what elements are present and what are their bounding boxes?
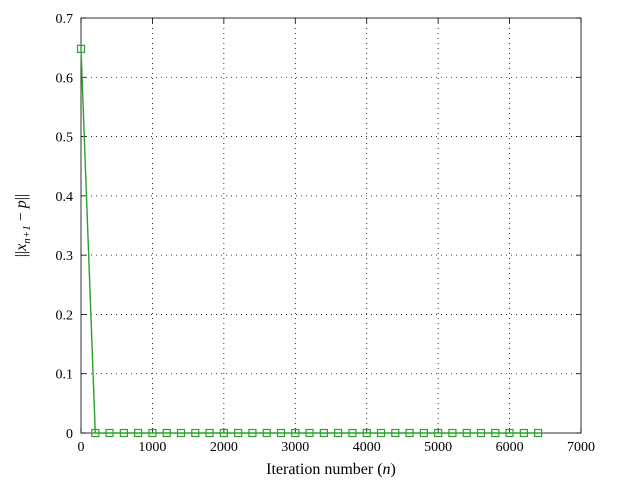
y-tick-label: 0.5 xyxy=(56,131,74,146)
data-point xyxy=(76,44,86,53)
data-point xyxy=(491,428,500,438)
y-axis-label-minus: − xyxy=(13,208,30,225)
y-tick-label: 0.7 xyxy=(56,12,74,27)
x-tick-label: 7000 xyxy=(567,440,595,455)
data-point xyxy=(391,428,400,438)
data-point xyxy=(519,428,528,438)
x-axis-label: Iteration number (n) xyxy=(266,461,396,478)
y-tick-label: 0 xyxy=(66,427,73,442)
x-tick-label: 1000 xyxy=(138,440,166,455)
data-point xyxy=(348,428,357,438)
y-tick-label: 0.1 xyxy=(56,368,74,383)
data-point xyxy=(205,428,214,438)
data-point xyxy=(191,428,200,438)
data-point xyxy=(91,428,100,438)
data-point xyxy=(462,428,471,438)
y-tick-label: 0.2 xyxy=(56,308,74,323)
data-point xyxy=(419,428,428,438)
y-axis-label-x: x xyxy=(13,244,30,252)
data-point xyxy=(162,428,171,438)
x-axis-label-close: ) xyxy=(391,461,396,478)
series-group xyxy=(76,44,543,438)
data-point xyxy=(219,428,228,438)
data-point xyxy=(334,428,343,438)
data-point xyxy=(176,428,186,438)
data-point xyxy=(119,428,128,438)
plot-frame xyxy=(80,17,582,434)
series-line xyxy=(80,48,539,434)
y-axis-label-subscript: n+1 xyxy=(21,225,33,243)
data-point xyxy=(476,428,486,438)
data-point xyxy=(434,428,443,438)
data-point xyxy=(276,428,286,438)
data-point xyxy=(105,428,114,438)
data-point xyxy=(262,428,271,438)
x-tick-label: 2000 xyxy=(210,440,238,455)
data-point xyxy=(505,428,514,438)
x-axis-label-text: Iteration number ( xyxy=(266,461,382,478)
y-tick-label: 0.4 xyxy=(56,190,74,205)
data-point xyxy=(534,428,543,438)
x-tick-label: 0 xyxy=(78,440,85,455)
data-point xyxy=(134,428,143,438)
y-axis-label-p: p xyxy=(13,200,30,209)
data-point xyxy=(448,428,457,438)
data-point xyxy=(291,428,300,438)
data-point xyxy=(319,428,328,438)
x-tick-label: 3000 xyxy=(281,440,309,455)
data-point xyxy=(234,428,243,438)
data-point xyxy=(248,428,257,438)
data-point xyxy=(305,428,314,438)
x-tick-label: 6000 xyxy=(496,440,524,455)
grid-lines xyxy=(81,18,581,433)
x-tick-label: 4000 xyxy=(353,440,381,455)
y-tick-label: 0.3 xyxy=(56,249,74,264)
y-axis-label-bars: || xyxy=(13,251,30,257)
data-point xyxy=(376,428,386,438)
x-tick-label: 5000 xyxy=(424,440,452,455)
y-axis-label-bars-end: || xyxy=(13,194,30,200)
x-axis: 0 1000 2000 3000 4000 5000 6000 7000 xyxy=(78,18,595,455)
x-axis-label-var: n xyxy=(383,461,391,478)
y-axis-label: ||xn+1 − p|| xyxy=(13,194,33,257)
data-point xyxy=(405,428,414,438)
data-point xyxy=(362,428,371,438)
y-axis: 0 0.1 0.2 0.3 0.4 0.5 0.6 0.7 xyxy=(56,12,581,442)
data-point xyxy=(148,428,157,438)
y-tick-label: 0.6 xyxy=(56,71,74,86)
